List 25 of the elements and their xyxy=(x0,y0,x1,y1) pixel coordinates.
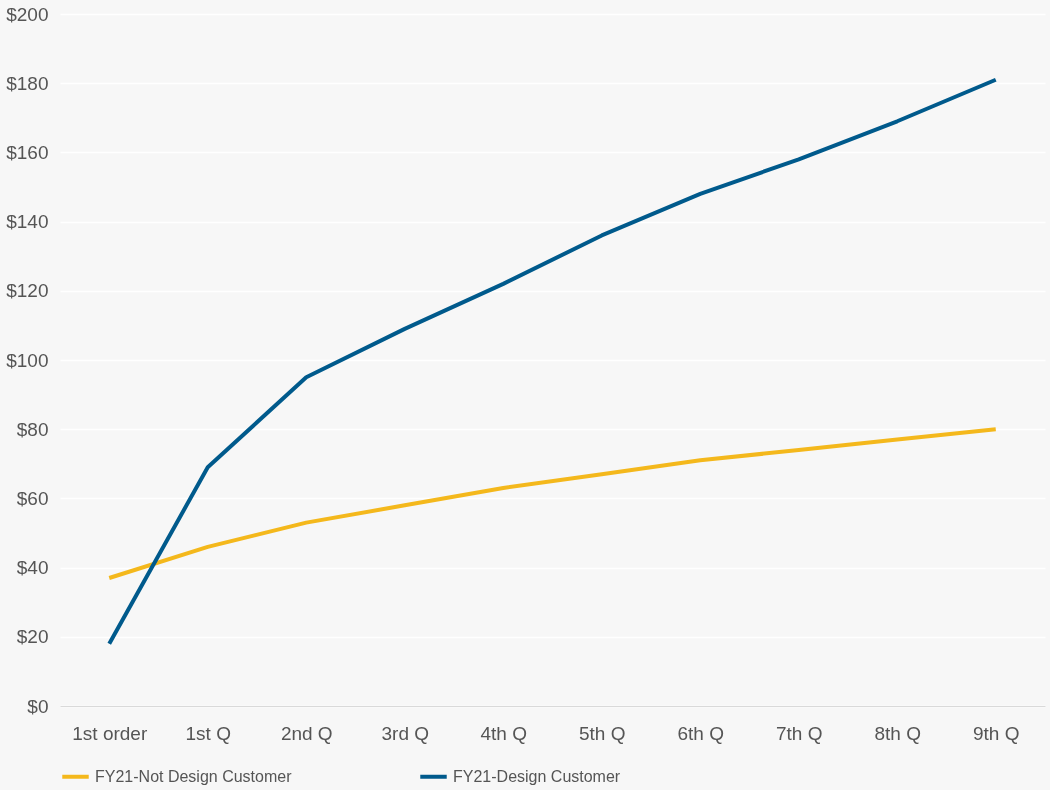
y-tick-label: $160 xyxy=(6,141,49,163)
x-tick-label: 8th Q xyxy=(874,722,921,744)
legend-label: FY21-Not Design Customer xyxy=(95,767,293,785)
y-tick-label: $140 xyxy=(6,211,49,233)
y-tick-label: $0 xyxy=(27,695,49,717)
x-tick-label: 7th Q xyxy=(776,722,823,744)
y-tick-label: $80 xyxy=(16,418,49,440)
y-tick-label: $20 xyxy=(16,626,49,648)
x-tick-label: 2nd Q xyxy=(280,722,333,744)
y-tick-label: $180 xyxy=(6,72,49,94)
y-tick-label: $60 xyxy=(16,487,49,509)
x-tick-label: 5th Q xyxy=(579,722,626,744)
y-tick-label: $40 xyxy=(16,557,49,579)
x-tick-label: 4th Q xyxy=(480,722,527,744)
x-tick-label: 3rd Q xyxy=(381,722,430,744)
x-tick-label: 9th Q xyxy=(973,722,1020,744)
y-tick-label: $100 xyxy=(6,349,49,371)
y-tick-label: $200 xyxy=(6,3,49,25)
line-series xyxy=(107,77,998,646)
x-tick-label: 1st Q xyxy=(185,722,231,744)
x-tick-label: 6th Q xyxy=(677,722,724,744)
x-tick-label: 1st order xyxy=(72,722,148,744)
legend-label: FY21-Design Customer xyxy=(453,767,621,785)
line-series xyxy=(107,427,998,580)
y-tick-label: $120 xyxy=(6,280,49,302)
